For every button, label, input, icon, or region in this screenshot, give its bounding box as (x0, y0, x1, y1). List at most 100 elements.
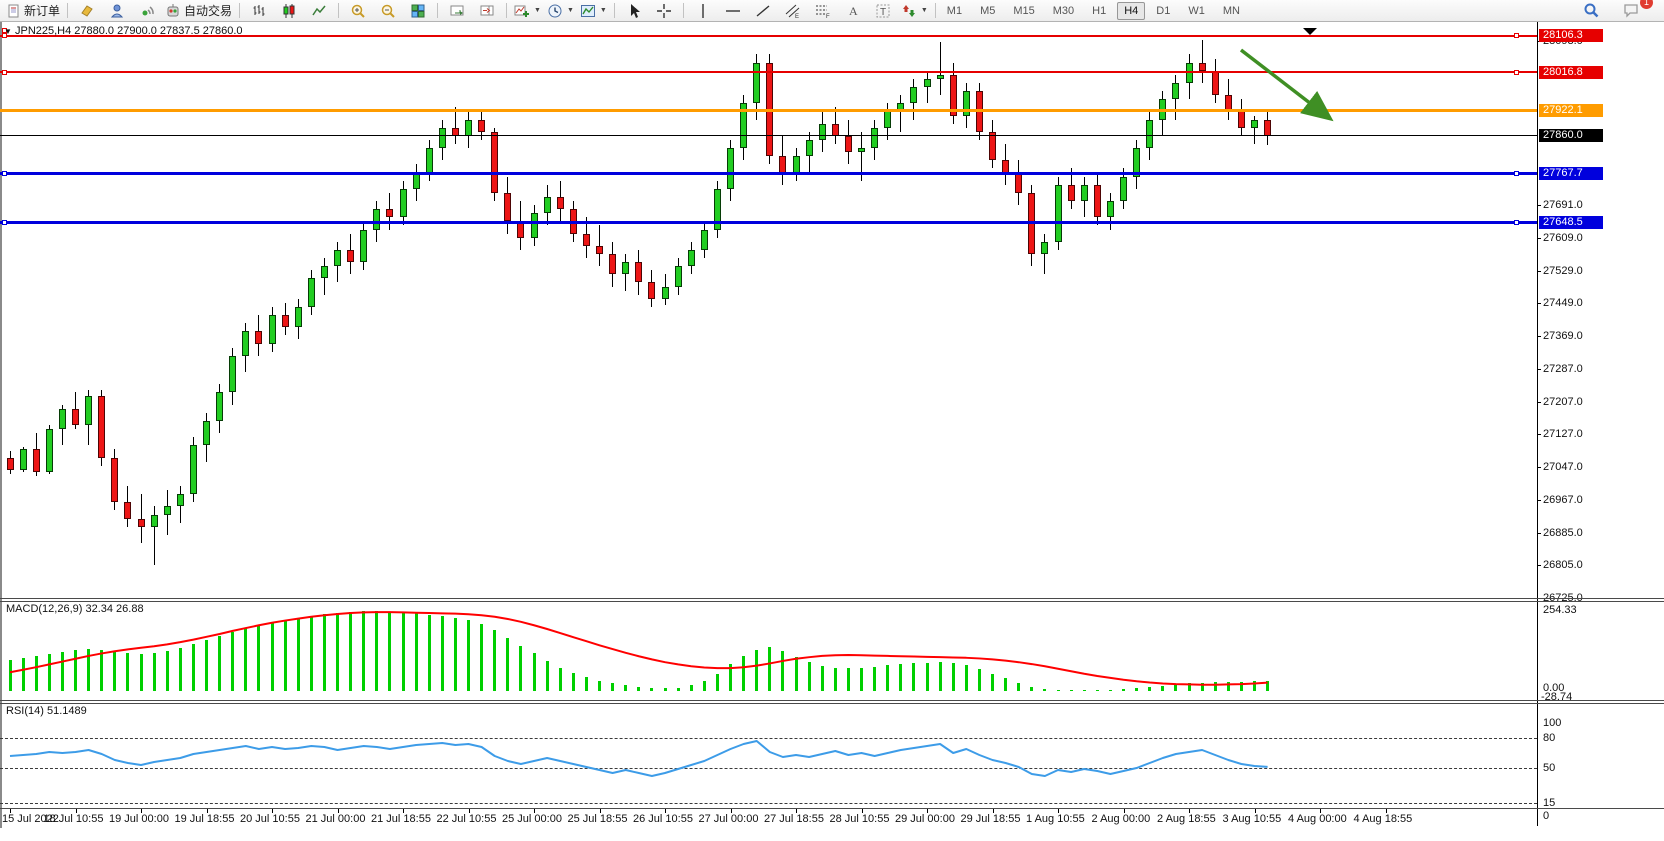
autotrading-button[interactable]: 自动交易 (162, 1, 235, 21)
rsi-scale-50: 50 (1543, 762, 1556, 774)
timeframe-m5[interactable]: M5 (980, 4, 996, 17)
horizontal-line-27922.1[interactable] (0, 109, 1537, 113)
zoom-in-button[interactable] (343, 1, 373, 21)
bar-chart-button[interactable] (244, 1, 274, 21)
macd-histogram-bar (1213, 682, 1217, 691)
time-tick (730, 809, 732, 813)
tile-windows-button[interactable] (403, 1, 433, 21)
periods-button[interactable]: ▼ (544, 1, 577, 21)
macd-histogram-bar (21, 658, 25, 691)
chart-shift-button[interactable] (472, 1, 502, 21)
fibonacci-button[interactable]: F (808, 1, 838, 21)
market-watch-button[interactable] (72, 1, 102, 21)
chart-shift-marker-icon[interactable] (1303, 28, 1317, 35)
candle (412, 172, 420, 189)
vertical-line-icon (695, 3, 711, 19)
line-handle[interactable] (1514, 170, 1519, 176)
navigator-button[interactable] (132, 1, 162, 21)
price-tick (1537, 499, 1541, 501)
panel-separator[interactable] (0, 700, 1664, 701)
cursor-button[interactable] (619, 1, 649, 21)
candle (674, 266, 682, 287)
price-tick (1537, 238, 1541, 240)
data-window-button[interactable] (102, 1, 132, 21)
time-tick (272, 809, 273, 813)
candle (1133, 148, 1141, 177)
macd-histogram-bar (34, 655, 38, 691)
timeframe-d1[interactable]: D1 (1156, 4, 1171, 17)
line-handle[interactable] (1514, 219, 1519, 225)
autotrading-icon (165, 3, 181, 19)
auto-scroll-button[interactable] (442, 1, 472, 21)
horizontal-line-27648.5[interactable] (0, 220, 1537, 224)
horizontal-line-button[interactable] (718, 1, 748, 21)
zoom-out-button[interactable] (373, 1, 403, 21)
panel-separator[interactable] (0, 703, 1664, 704)
line-handle[interactable] (2, 33, 7, 39)
line-chart-button[interactable] (304, 1, 334, 21)
macd-histogram-bar (1056, 689, 1060, 691)
panel-separator[interactable] (0, 598, 1664, 599)
candlestick-chart-button[interactable] (274, 1, 304, 21)
timeframe-h4[interactable]: H4 (1117, 1, 1146, 20)
svg-text:F: F (826, 14, 830, 19)
macd-histogram-bar (152, 653, 156, 691)
line-handle[interactable] (2, 69, 7, 75)
candle (727, 148, 734, 189)
macd-histogram-bar (139, 654, 143, 691)
timeframe-m15[interactable]: M15 (1013, 4, 1035, 17)
time-tick (861, 809, 863, 813)
separator (239, 3, 241, 18)
templates-button[interactable]: ▼ (577, 1, 610, 21)
macd-histogram-bar (493, 629, 497, 691)
horizontal-line-28106.3[interactable] (0, 34, 1537, 37)
candle-wick (926, 70, 928, 104)
timeframe-w1[interactable]: W1 (1188, 4, 1205, 17)
data-window-icon (109, 3, 125, 19)
panel-separator[interactable] (0, 601, 1664, 602)
time-label: 27 Jul 18:55 (764, 813, 824, 825)
candle (622, 262, 630, 275)
line-handle[interactable] (1514, 33, 1519, 39)
window-left-edge (0, 22, 2, 828)
horizontal-line-27860.0[interactable] (0, 135, 1537, 137)
line-handle[interactable] (1514, 69, 1519, 75)
equidistant-channel-button[interactable]: E (778, 1, 808, 21)
text-label-button[interactable]: T (868, 1, 898, 21)
timeframe-h1[interactable]: H1 (1092, 4, 1107, 17)
line-handle[interactable] (2, 170, 7, 176)
search-button[interactable] (1576, 1, 1606, 21)
line-handle[interactable] (2, 28, 7, 33)
new-order-button[interactable]: 新订单 (4, 1, 63, 21)
candle (543, 196, 551, 214)
trendline-button[interactable] (748, 1, 778, 21)
candle (373, 209, 381, 230)
notifications-button[interactable]: 1 (1616, 0, 1653, 21)
macd-histogram-bar (951, 663, 955, 691)
timeframe-mn[interactable]: MN (1222, 4, 1240, 17)
candle (517, 221, 525, 238)
candle (661, 286, 669, 299)
horizontal-line-28016.8[interactable] (0, 71, 1537, 74)
time-tick (992, 809, 994, 813)
candle (831, 123, 839, 136)
arrows-button[interactable]: ▼ (898, 1, 931, 21)
price-tick (1537, 335, 1541, 337)
candle (753, 62, 761, 104)
timeframe-m30[interactable]: M30 (1052, 4, 1075, 17)
macd-histogram-bar (977, 669, 981, 691)
line-handle[interactable] (2, 219, 7, 225)
horizontal-line-27767.7[interactable] (0, 171, 1537, 175)
text-button[interactable]: A (838, 1, 868, 21)
macd-histogram-bar (860, 667, 863, 691)
vertical-line-button[interactable] (688, 1, 718, 21)
timeframe-m1[interactable]: M1 (946, 4, 963, 17)
macd-histogram-bar (1253, 681, 1256, 691)
macd-histogram-bar (480, 623, 484, 691)
crosshair-button[interactable] (649, 1, 679, 21)
time-tick (599, 809, 601, 813)
candle (72, 408, 79, 425)
indicators-button[interactable]: ▼ (511, 1, 544, 21)
macd-histogram-bar (165, 650, 169, 691)
macd-title: MACD(12,26,9) 32.34 26.88 (6, 603, 144, 615)
